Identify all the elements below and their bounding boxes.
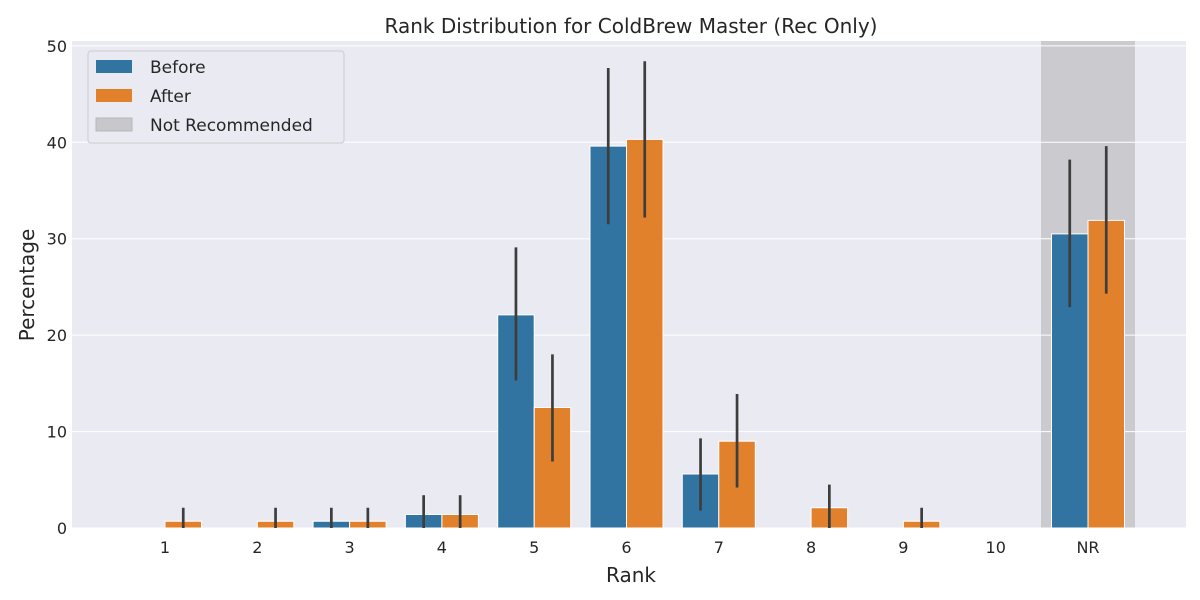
x-tick-label-7: 7 <box>714 538 724 557</box>
x-tick-label-3: 3 <box>345 538 355 557</box>
legend-frame <box>87 50 345 144</box>
x-tick-labels: 1 2 3 4 5 6 7 8 9 10 NR <box>160 538 1100 557</box>
x-tick-label-nr: NR <box>1076 538 1099 557</box>
x-tick-label-2: 2 <box>252 538 262 557</box>
y-tick-label-30: 30 <box>47 230 67 249</box>
x-tick-label-6: 6 <box>621 538 631 557</box>
legend-swatch-before <box>96 60 132 73</box>
x-tick-label-10: 10 <box>986 538 1006 557</box>
x-axis-label: Rank <box>606 563 656 587</box>
error-bars-layer <box>181 61 1108 528</box>
y-tick-labels: 0 10 20 30 40 50 <box>47 37 67 538</box>
y-tick-label-10: 10 <box>47 423 67 442</box>
chart-title: Rank Distribution for ColdBrew Master (R… <box>385 14 878 38</box>
legend: Before After Not Recommended <box>87 50 345 144</box>
x-tick-label-1: 1 <box>160 538 170 557</box>
x-tick-label-5: 5 <box>529 538 539 557</box>
x-tick-label-8: 8 <box>806 538 816 557</box>
y-tick-label-0: 0 <box>57 519 67 538</box>
y-tick-label-50: 50 <box>47 37 67 56</box>
bars-layer <box>164 138 1125 529</box>
y-tick-label-20: 20 <box>47 326 67 345</box>
y-axis-label: Percentage <box>15 229 39 342</box>
x-tick-label-4: 4 <box>437 538 447 557</box>
y-tick-label-40: 40 <box>47 133 67 152</box>
legend-label-before: Before <box>150 58 206 78</box>
legend-swatch-after <box>96 89 132 102</box>
x-tick-label-9: 9 <box>898 538 908 557</box>
legend-label-after: After <box>150 87 191 107</box>
legend-label-not-recommended: Not Recommended <box>150 116 313 136</box>
legend-swatch-not-recommended <box>95 117 133 132</box>
